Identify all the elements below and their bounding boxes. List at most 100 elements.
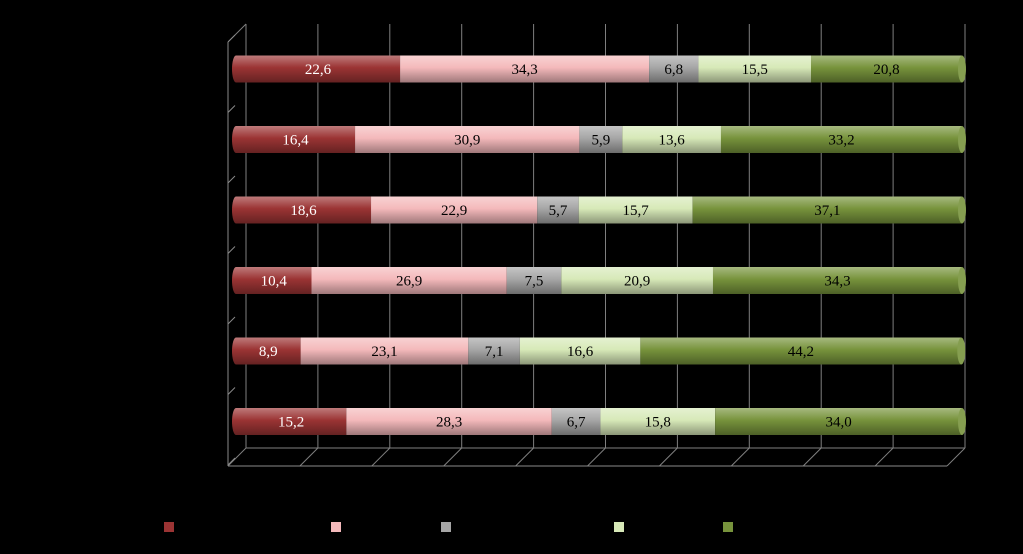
bar-segment bbox=[519, 337, 641, 365]
floor-grid-line bbox=[874, 447, 894, 467]
category-tick bbox=[227, 316, 236, 325]
bar-segment bbox=[236, 126, 356, 153]
bar-segment bbox=[579, 126, 623, 153]
data-label: 16,6 bbox=[567, 344, 594, 360]
legend-swatch-series-2 bbox=[331, 522, 341, 532]
bar-segment bbox=[506, 267, 562, 294]
bar-segment bbox=[346, 408, 552, 435]
data-label: 28,3 bbox=[436, 415, 462, 431]
legend-swatch-series-1 bbox=[164, 522, 174, 532]
data-label: 8,9 bbox=[259, 344, 278, 360]
data-label: 18,6 bbox=[290, 203, 317, 219]
bar-segment bbox=[236, 196, 372, 224]
bar-segment bbox=[468, 337, 520, 365]
floor-grid-line bbox=[227, 447, 247, 467]
category-tick bbox=[227, 387, 236, 395]
legend-item-series-4 bbox=[614, 522, 624, 532]
chart-legend bbox=[0, 520, 1023, 536]
bar-segment bbox=[300, 337, 469, 365]
bar-row: 10,4 26,9 7,5 20,9 34,3 bbox=[232, 267, 966, 294]
data-label: 20,9 bbox=[624, 274, 650, 290]
floor-grid-line bbox=[371, 447, 391, 467]
bar-segment bbox=[371, 196, 538, 224]
floor-grid-line bbox=[730, 447, 750, 467]
bar-segment bbox=[537, 196, 579, 224]
bar-row: 16,4 30,9 5,9 13,6 33,2 bbox=[232, 126, 966, 153]
bar-segment bbox=[355, 126, 580, 153]
legend-item-series-2 bbox=[331, 522, 341, 532]
legend-item-series-3 bbox=[441, 522, 451, 532]
floor-grid-line bbox=[659, 447, 678, 467]
data-label: 5,9 bbox=[591, 133, 610, 149]
data-label: 23,1 bbox=[371, 344, 397, 360]
data-label: 7,1 bbox=[485, 344, 504, 360]
floor-grid-line bbox=[946, 447, 966, 467]
category-tick bbox=[227, 457, 236, 466]
bar-segment bbox=[236, 337, 301, 365]
bar-row: 8,9 23,1 7,1 16,6 44,2 bbox=[232, 337, 966, 365]
floor-grid-line bbox=[299, 447, 319, 467]
bar-segment bbox=[622, 126, 721, 153]
data-label: 34,3 bbox=[511, 62, 537, 78]
category-tick bbox=[227, 34, 236, 43]
legend-item-series-1 bbox=[164, 522, 174, 532]
bar-segment bbox=[692, 196, 962, 224]
bar-row: 22,6 34,3 6,8 15,5 20,8 bbox=[232, 55, 966, 83]
data-label: 30,9 bbox=[454, 133, 480, 149]
data-label: 37,1 bbox=[814, 203, 840, 219]
bar-segment bbox=[720, 126, 962, 153]
bar-segment bbox=[810, 55, 962, 83]
bar-segment bbox=[561, 267, 713, 294]
data-label: 10,4 bbox=[261, 274, 288, 290]
bar-end-cap bbox=[957, 337, 966, 365]
bar-segment bbox=[640, 337, 962, 365]
bar-end-cap bbox=[958, 267, 966, 294]
bar-segment bbox=[578, 196, 693, 224]
legend-swatch-series-3 bbox=[441, 522, 451, 532]
data-label: 33,2 bbox=[828, 133, 854, 149]
data-label: 6,7 bbox=[567, 415, 586, 431]
data-label: 13,6 bbox=[658, 133, 685, 149]
bar-row: 18,6 22,9 5,7 15,7 37,1 bbox=[232, 196, 966, 224]
floor-grid-line bbox=[587, 447, 606, 467]
data-label: 15,7 bbox=[623, 203, 650, 219]
bar-end-cap bbox=[958, 126, 966, 153]
bar-segment bbox=[236, 267, 312, 294]
data-label: 6,8 bbox=[664, 62, 683, 78]
bar-segment bbox=[712, 267, 962, 294]
bar-segment bbox=[600, 408, 716, 435]
bar-end-cap bbox=[958, 55, 966, 83]
floor-grid-line bbox=[802, 447, 822, 467]
bar-segment bbox=[311, 267, 507, 294]
data-label: 16,4 bbox=[282, 133, 309, 149]
data-label: 20,8 bbox=[873, 62, 899, 78]
data-label: 7,5 bbox=[525, 274, 544, 290]
data-label: 34,0 bbox=[825, 415, 851, 431]
data-label: 15,8 bbox=[645, 415, 671, 431]
grid bbox=[227, 23, 966, 467]
category-tick bbox=[227, 175, 236, 184]
data-label: 34,3 bbox=[824, 274, 850, 290]
floor-grid-line bbox=[515, 447, 534, 467]
bar-segment bbox=[400, 55, 650, 83]
floor-grid-line bbox=[443, 447, 463, 467]
legend-swatch-series-4 bbox=[614, 522, 624, 532]
data-label: 44,2 bbox=[788, 344, 814, 360]
data-label: 22,6 bbox=[305, 62, 332, 78]
bar-segment bbox=[236, 408, 347, 435]
bar-end-cap bbox=[958, 408, 966, 435]
bar-segment bbox=[551, 408, 601, 435]
category-tick bbox=[227, 246, 236, 254]
bar-segment bbox=[236, 55, 401, 83]
category-tick bbox=[227, 105, 236, 113]
data-label: 15,2 bbox=[278, 415, 304, 431]
data-label: 22,9 bbox=[441, 203, 467, 219]
bar-segment bbox=[715, 408, 962, 435]
data-label: 5,7 bbox=[549, 203, 568, 219]
bars: 22,6 34,3 6,8 15,5 20,8 16,4 30,9 5,9 13,6 33,2 18… bbox=[232, 55, 966, 435]
data-label: 26,9 bbox=[396, 274, 422, 290]
bar-segment bbox=[649, 55, 699, 83]
bar-segment bbox=[698, 55, 811, 83]
legend-item-series-5 bbox=[723, 522, 733, 532]
legend-swatch-series-5 bbox=[723, 522, 733, 532]
